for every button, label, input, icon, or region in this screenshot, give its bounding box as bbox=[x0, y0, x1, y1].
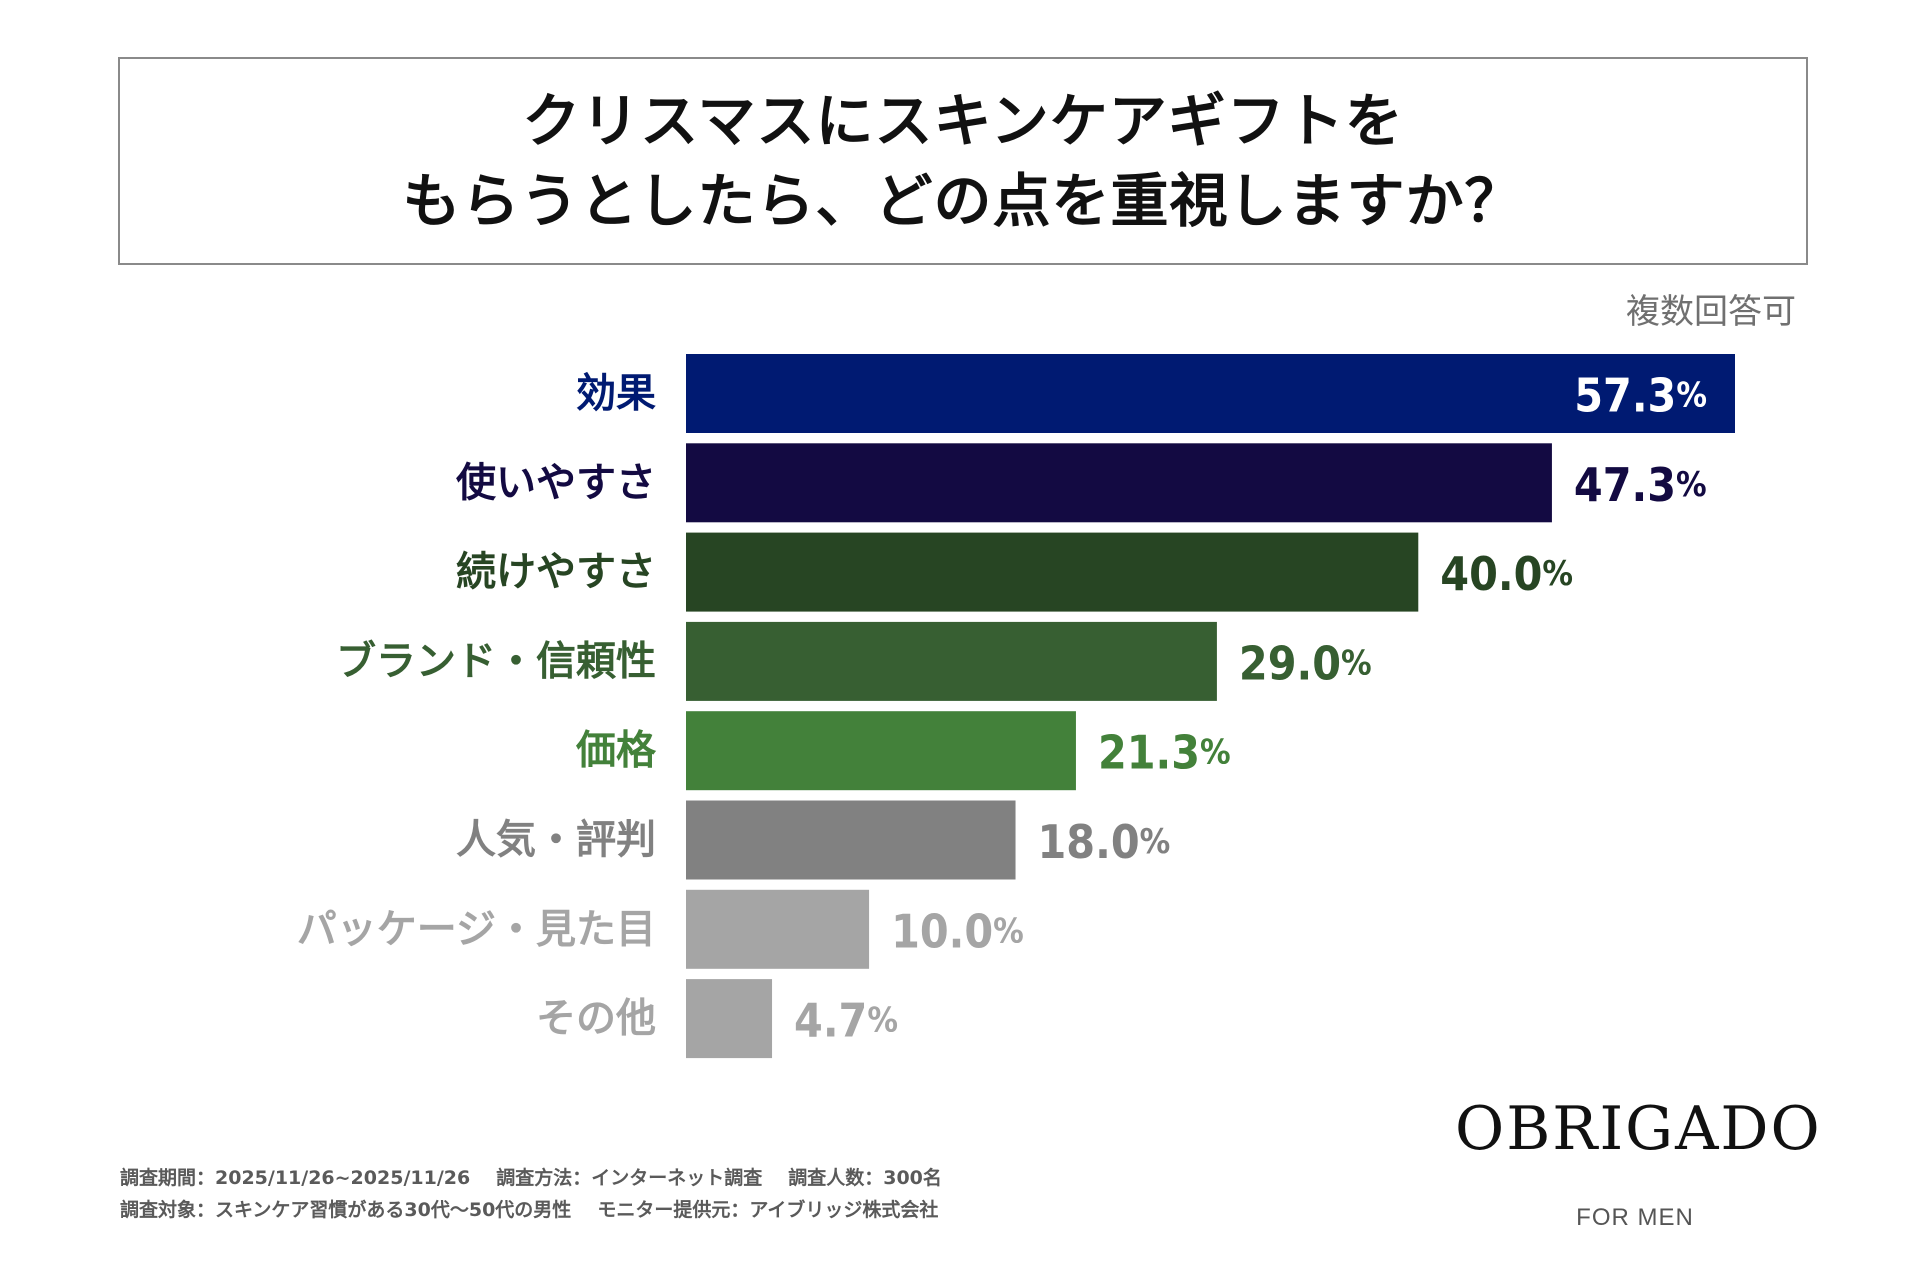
category-label-8: その他 bbox=[536, 996, 656, 1042]
value-label-3: 40.0% bbox=[1440, 547, 1573, 601]
category-label-3: 続けやすさ bbox=[456, 549, 656, 595]
bar-5 bbox=[686, 711, 1076, 791]
brand-logo: OBRIGADO bbox=[1455, 1094, 1822, 1164]
survey-method: 調査方法：インターネット調査 bbox=[496, 1167, 763, 1189]
bar-3 bbox=[686, 532, 1419, 612]
title-line-2: もらうとしたら、どの点を重視しますか？ bbox=[402, 167, 1524, 235]
bar-4 bbox=[686, 621, 1217, 701]
value-label-4: 29.0% bbox=[1239, 636, 1372, 690]
value-label-7: 10.0% bbox=[891, 904, 1024, 958]
bar-8 bbox=[686, 979, 773, 1059]
category-label-6: 人気・評判 bbox=[456, 817, 656, 863]
multiple-answers-note: 複数回答可 bbox=[1626, 292, 1796, 332]
bar-7 bbox=[686, 889, 870, 969]
title-box: クリスマスにスキンケアギフトを もらうとしたら、どの点を重視しますか？ bbox=[118, 57, 1808, 265]
bar-2 bbox=[686, 443, 1552, 523]
value-label-6: 18.0% bbox=[1038, 815, 1171, 869]
bar-chart: 効果 57.3% 使いやすさ 47.3% 続けやすさ 40.0% ブランド・信頼性 29.0%… bbox=[297, 354, 1735, 1059]
value-label-2: 47.3% bbox=[1574, 458, 1707, 512]
brand-tagline: FOR MEN bbox=[1576, 1204, 1694, 1231]
footnote-line-1: 調査期間：2025/11/26~2025/11/26 調査方法：インターネット調査… bbox=[120, 1163, 968, 1190]
category-label-2: 使いやすさ bbox=[456, 460, 656, 506]
survey-period: 調査期間：2025/11/26~2025/11/26 bbox=[120, 1167, 471, 1189]
category-label-1: 効果 bbox=[576, 371, 656, 417]
category-label-7: パッケージ・見た目 bbox=[297, 906, 656, 952]
footnote-line-2: 調査対象：スキンケア習慣がある30代〜50代の男性 モニター提供元：アイブリッジ株… bbox=[120, 1195, 964, 1222]
monitor-provider: モニター提供元：アイブリッジ株式会社 bbox=[597, 1199, 939, 1221]
category-label-5: 価格 bbox=[575, 728, 657, 774]
survey-count: 調査人数：300名 bbox=[788, 1167, 942, 1189]
value-label-1: 57.3% bbox=[1574, 369, 1707, 423]
bar-1 bbox=[686, 354, 1735, 433]
title-line-1: クリスマスにスキンケアギフトを bbox=[522, 87, 1404, 155]
value-label-5: 21.3% bbox=[1098, 726, 1231, 780]
value-label-8: 4.7% bbox=[794, 994, 898, 1048]
category-label-4: ブランド・信頼性 bbox=[336, 638, 656, 684]
bar-6 bbox=[686, 800, 1016, 880]
survey-target: 調査対象：スキンケア習慣がある30代〜50代の男性 bbox=[120, 1199, 572, 1221]
